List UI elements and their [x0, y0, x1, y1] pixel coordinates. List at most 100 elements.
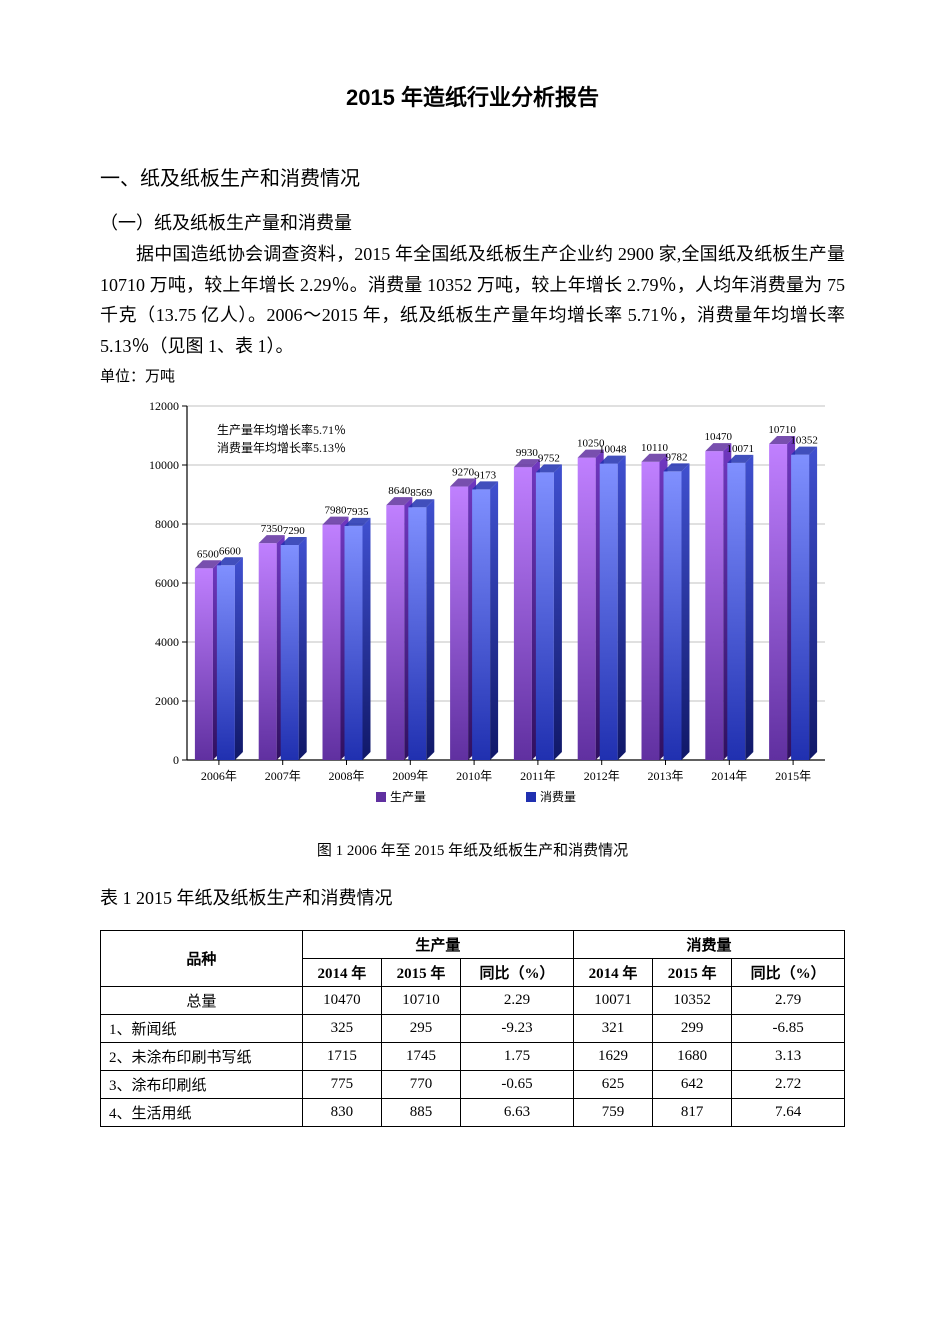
table-row: 2、未涂布印刷书写纸171517451.75162916803.13 [101, 1043, 845, 1071]
svg-text:2013年: 2013年 [647, 769, 683, 783]
th-production: 生产量 [302, 931, 573, 959]
table-cell: 642 [653, 1071, 732, 1099]
svg-text:8640: 8640 [388, 485, 411, 497]
data-table: 品种 生产量 消费量 2014 年 2015 年 同比（%） 2014 年 20… [100, 930, 845, 1127]
table-cell: -9.23 [461, 1015, 574, 1043]
table-row: 3、涂布印刷纸775770-0.656256422.72 [101, 1071, 845, 1099]
svg-text:7980: 7980 [324, 505, 347, 517]
table-cell: 3.13 [732, 1043, 845, 1071]
svg-text:消费量: 消费量 [540, 790, 576, 804]
svg-text:2010年: 2010年 [456, 769, 492, 783]
th-c2015: 2015 年 [653, 959, 732, 987]
table-cell: 321 [573, 1015, 652, 1043]
table-cell: 830 [302, 1099, 381, 1127]
table-cell: 2.79 [732, 987, 845, 1015]
table-head: 品种 生产量 消费量 2014 年 2015 年 同比（%） 2014 年 20… [101, 931, 845, 987]
svg-text:9752: 9752 [537, 453, 559, 465]
table-cell: 1、新闻纸 [101, 1015, 303, 1043]
table-cell: 10352 [653, 987, 732, 1015]
table-cell: 325 [302, 1015, 381, 1043]
table-cell: 1745 [381, 1043, 460, 1071]
table-cell: 625 [573, 1071, 652, 1099]
th-p2014: 2014 年 [302, 959, 381, 987]
svg-text:2015年: 2015年 [775, 769, 811, 783]
chart-caption: 图 1 2006 年至 2015 年纸及纸板生产和消费情况 [100, 839, 845, 860]
svg-text:生产量: 生产量 [390, 790, 426, 804]
table-cell: 1629 [573, 1043, 652, 1071]
svg-text:2007年: 2007年 [264, 769, 300, 783]
th-p2015: 2015 年 [381, 959, 460, 987]
svg-text:2014年: 2014年 [711, 769, 747, 783]
table-cell: 2.29 [461, 987, 574, 1015]
table-cell: 885 [381, 1099, 460, 1127]
svg-text:12000: 12000 [149, 399, 179, 413]
svg-text:9930: 9930 [515, 447, 538, 459]
svg-text:消费量年均增长率5.13％: 消费量年均增长率5.13％ [217, 440, 346, 455]
svg-text:10352: 10352 [790, 435, 818, 447]
body-paragraph: 据中国造纸协会调查资料，2015 年全国纸及纸板生产企业约 2900 家,全国纸… [100, 239, 845, 361]
table-cell: 6.63 [461, 1099, 574, 1127]
page: 2015 年造纸行业分析报告 一、纸及纸板生产和消费情况 （一）纸及纸板生产量和… [0, 0, 945, 1337]
table-cell: 2、未涂布印刷书写纸 [101, 1043, 303, 1071]
table-cell: 775 [302, 1071, 381, 1099]
svg-text:2012年: 2012年 [583, 769, 619, 783]
svg-text:2009年: 2009年 [392, 769, 428, 783]
svg-text:8000: 8000 [155, 517, 179, 531]
svg-text:4000: 4000 [155, 635, 179, 649]
svg-text:8569: 8569 [410, 488, 433, 500]
table-cell: 2.72 [732, 1071, 845, 1099]
table-cell: 1.75 [461, 1043, 574, 1071]
svg-text:2008年: 2008年 [328, 769, 364, 783]
table-cell: 10710 [381, 987, 460, 1015]
table-cell: 1680 [653, 1043, 732, 1071]
table-cell: 10470 [302, 987, 381, 1015]
table-cell: 295 [381, 1015, 460, 1043]
table-cell: 10071 [573, 987, 652, 1015]
svg-text:6600: 6600 [218, 546, 241, 558]
table-cell: -6.85 [732, 1015, 845, 1043]
svg-text:10470: 10470 [704, 432, 732, 444]
table-cell: 3、涂布印刷纸 [101, 1071, 303, 1099]
svg-text:2006年: 2006年 [200, 769, 236, 783]
chart-container: 0 2000 4000 6000 8000 10000 12000 65006600 2006年… [113, 388, 833, 833]
bar-chart: 0 2000 4000 6000 8000 10000 12000 65006600 2006年… [113, 388, 833, 828]
svg-text:7290: 7290 [282, 525, 305, 537]
svg-text:7935: 7935 [346, 506, 369, 518]
table-cell: 299 [653, 1015, 732, 1043]
svg-text:9173: 9173 [474, 470, 497, 482]
table-title: 表 1 2015 年纸及纸板生产和消费情况 [100, 884, 845, 910]
th-pyoy: 同比（%） [461, 959, 574, 987]
svg-text:10048: 10048 [598, 444, 626, 456]
svg-text:6500: 6500 [196, 549, 219, 561]
th-cyoy: 同比（%） [732, 959, 845, 987]
svg-text:6000: 6000 [155, 576, 179, 590]
svg-text:7350: 7350 [260, 524, 283, 536]
svg-text:10071: 10071 [726, 443, 754, 455]
table-row: 1、新闻纸325295-9.23321299-6.85 [101, 1015, 845, 1043]
table-body: 总量10470107102.2910071103522.791、新闻纸32529… [101, 987, 845, 1127]
svg-text:10110: 10110 [640, 442, 668, 454]
svg-text:9782: 9782 [665, 452, 687, 464]
table-cell: 770 [381, 1071, 460, 1099]
table-cell: 4、生活用纸 [101, 1099, 303, 1127]
table-cell: 总量 [101, 987, 303, 1015]
unit-label: 单位：万吨 [100, 365, 845, 386]
table-row: 总量10470107102.2910071103522.79 [101, 987, 845, 1015]
svg-text:0: 0 [173, 753, 179, 767]
th-consumption: 消费量 [573, 931, 844, 959]
svg-text:9270: 9270 [452, 467, 475, 479]
section-1-heading: 一、纸及纸板生产和消费情况 [100, 162, 845, 191]
table-cell: -0.65 [461, 1071, 574, 1099]
svg-text:2011年: 2011年 [520, 769, 556, 783]
table-cell: 759 [573, 1099, 652, 1127]
doc-title: 2015 年造纸行业分析报告 [100, 80, 845, 112]
svg-text:2000: 2000 [155, 694, 179, 708]
table-cell: 817 [653, 1099, 732, 1127]
table-row: 4、生活用纸8308856.637598177.64 [101, 1099, 845, 1127]
th-kind: 品种 [101, 931, 303, 987]
svg-text:10000: 10000 [149, 458, 179, 472]
th-c2014: 2014 年 [573, 959, 652, 987]
section-1-1-heading: （一）纸及纸板生产量和消费量 [100, 209, 845, 235]
table-cell: 7.64 [732, 1099, 845, 1127]
svg-text:生产量年均增长率5.71％: 生产量年均增长率5.71％ [217, 422, 346, 437]
